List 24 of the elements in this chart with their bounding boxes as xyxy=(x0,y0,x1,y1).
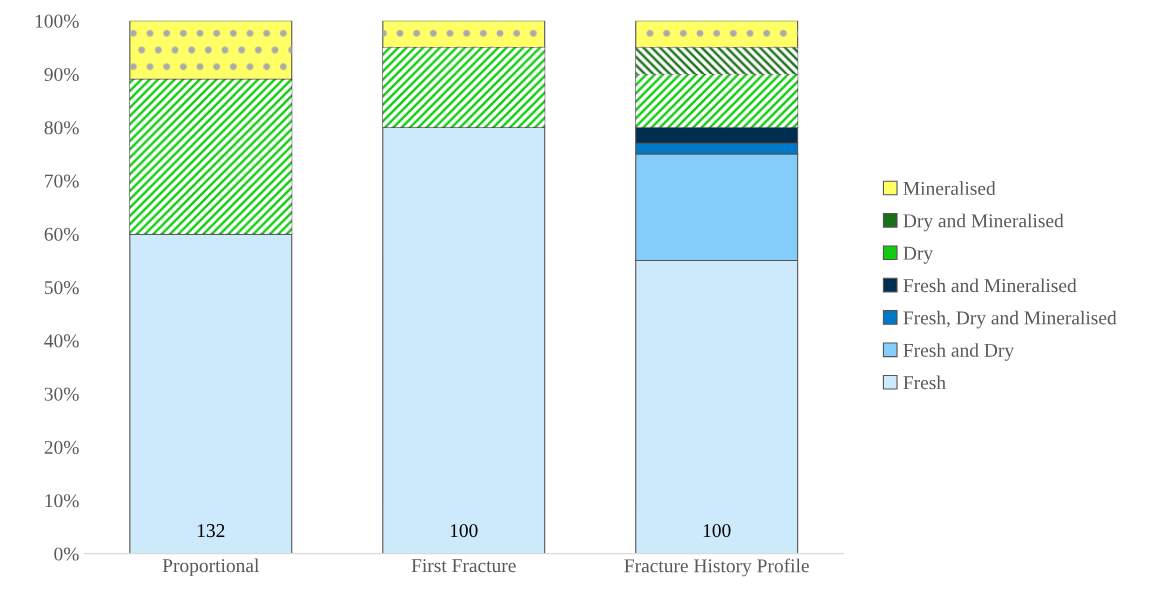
y-tick-label: 50% xyxy=(44,281,79,295)
legend-label: Fresh, Dry and Mineralised xyxy=(903,310,1117,329)
y-tick-label: 80% xyxy=(44,121,79,135)
y-tick-label: 70% xyxy=(45,174,79,188)
legend-label: Dry xyxy=(903,246,934,264)
x-tick-label: Proportional xyxy=(162,558,260,577)
annotation: 100 xyxy=(703,524,731,538)
y-tick-label: 10% xyxy=(45,494,79,508)
annotation: 100 xyxy=(450,524,478,538)
y-tick-label: 90% xyxy=(44,67,79,82)
y-tick-label: 0% xyxy=(54,547,79,561)
legend-label: Fresh xyxy=(903,375,946,390)
y-tick-label: 20% xyxy=(44,440,79,455)
legend-label: Dry and Mineralised xyxy=(903,213,1064,232)
y-tick-label: 30% xyxy=(44,387,79,401)
x-tick-label: First Fracture xyxy=(411,559,516,573)
legend-label: Mineralised xyxy=(903,181,996,196)
x-tick-label: Fracture History Profile xyxy=(624,558,809,577)
legend-label: Fresh and Dry xyxy=(903,343,1015,361)
y-tick-label: 60% xyxy=(44,227,79,241)
y-tick-label: 40% xyxy=(44,334,79,348)
y-tick-label: 100% xyxy=(35,14,79,28)
annotation: 132 xyxy=(197,524,225,538)
legend-label: Fresh and Mineralised xyxy=(903,278,1077,293)
